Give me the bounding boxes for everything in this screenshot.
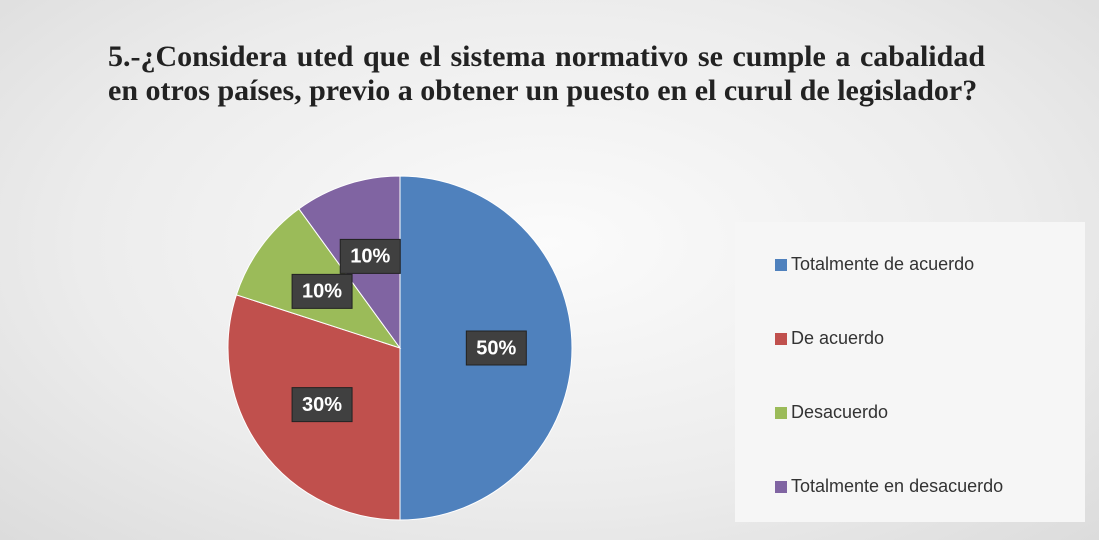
chart-title: 5.-¿Considera uted que el sistema normat… <box>108 40 985 107</box>
data-label: 10% <box>350 246 390 268</box>
legend-label: De acuerdo <box>791 328 884 348</box>
legend-box <box>735 222 1085 522</box>
label-box <box>291 273 353 309</box>
data-label: 10% <box>302 281 342 303</box>
legend-swatch <box>775 481 787 493</box>
label-box <box>339 238 401 274</box>
label-box <box>291 387 353 423</box>
legend-label: Totalmente en desacuerdo <box>791 476 1003 496</box>
legend-swatch <box>775 407 787 419</box>
label-box <box>465 330 527 366</box>
legend-swatch <box>775 333 787 345</box>
legend-label: Desacuerdo <box>791 402 888 422</box>
data-label: 50% <box>476 337 516 359</box>
legend-swatch <box>775 259 787 271</box>
legend-label: Totalmente de acuerdo <box>791 254 974 274</box>
data-label: 30% <box>302 394 342 416</box>
